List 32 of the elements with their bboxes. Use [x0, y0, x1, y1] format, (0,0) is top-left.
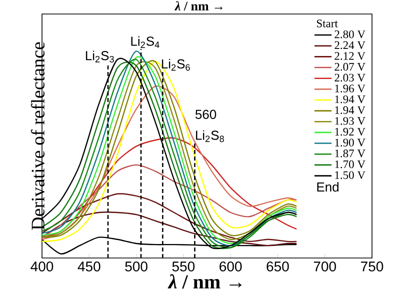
annotation: End	[317, 182, 338, 192]
legend-label: 2.03 V	[334, 74, 366, 82]
legend-label: 1.92 V	[335, 128, 366, 136]
ref-line-label: Li$_{2}$S$_{3}$	[86, 50, 114, 62]
legend-label: 2.12 V	[334, 52, 366, 60]
x-tick-label: 600	[220, 262, 242, 272]
ref-line-label: Li$_{2}$S$_{8}$	[196, 130, 224, 142]
legend-label: 1.87 V	[335, 150, 366, 158]
legend-label: 2.80 V	[334, 30, 366, 38]
x-tick-label: 500	[125, 262, 148, 272]
ref-line-label: Li$_{2}$S$_{4}$	[131, 36, 160, 48]
legend-label: 1.93 V	[335, 117, 366, 125]
legend-label: 1.94 V	[335, 106, 366, 114]
legend-label: 1.94 V	[335, 95, 366, 104]
y-axis-title: Derivative of reflectance	[30, 42, 44, 230]
legend-label: 1.90 V	[335, 138, 366, 147]
x-tick-label: 400	[30, 262, 54, 272]
legend-label: 1.50 V	[335, 171, 366, 180]
legend-label: 2.24 V	[334, 41, 366, 50]
x-tick-label: 450	[78, 262, 100, 272]
x-axis-title: λ / nm →	[168, 274, 242, 289]
text: λ / nm →	[174, 1, 222, 10]
legend-title: Start	[316, 20, 338, 28]
legend-label: 1.96 V	[335, 84, 366, 92]
x-tick-label: 650	[266, 262, 289, 272]
legend-label: 1.70 V	[335, 160, 366, 168]
x-tick-label: 550	[172, 262, 195, 272]
x-tick-label: 750	[361, 262, 384, 272]
legend-label: 2.07 V	[334, 62, 366, 71]
x-tick-label: 700	[314, 262, 336, 272]
ref-line-label: Li$_{2}$S$_{6}$	[162, 58, 190, 71]
annotation: 560	[195, 110, 216, 119]
